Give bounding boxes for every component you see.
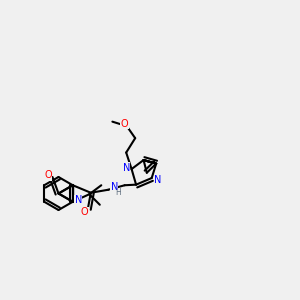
Text: N: N <box>74 195 82 205</box>
Text: O: O <box>81 207 88 217</box>
Text: N: N <box>154 176 161 185</box>
Text: O: O <box>121 119 128 129</box>
Text: N: N <box>122 163 130 172</box>
Text: N: N <box>110 182 118 192</box>
Text: H: H <box>115 188 121 197</box>
Text: O: O <box>44 170 52 181</box>
